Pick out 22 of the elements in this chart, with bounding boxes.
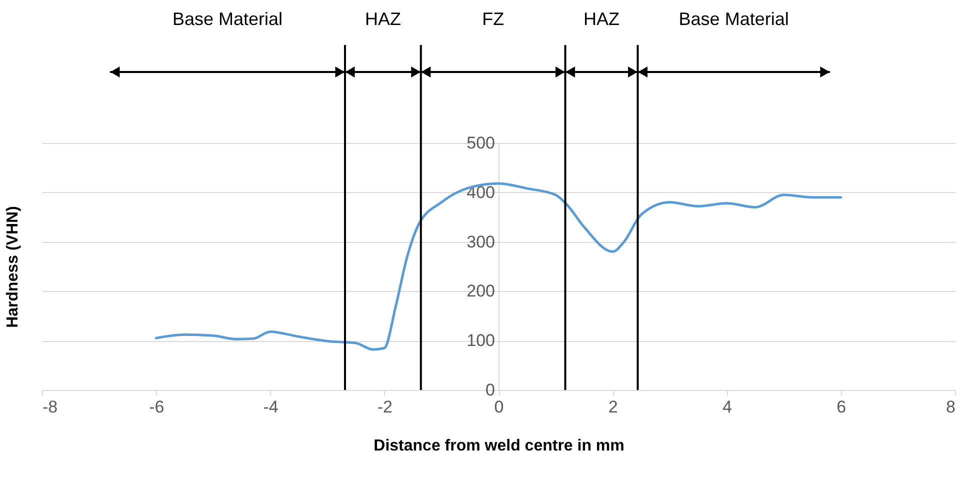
y-tick-label: 400 [466, 182, 495, 202]
x-tick-label: -2 [377, 398, 392, 416]
y-tick-label: 200 [466, 282, 495, 301]
x-tick-label: 4 [722, 398, 732, 416]
text: Base Material [678, 9, 789, 29]
y-tick-label: 300 [466, 232, 495, 252]
x-axis-title: Distance from weld centre in mm [374, 438, 624, 454]
text: HAZ [584, 9, 620, 29]
text: Base Material [172, 9, 283, 29]
x-tick-label: 2 [608, 398, 618, 416]
x-tick-label: 6 [836, 398, 846, 416]
x-tick-label: -6 [149, 398, 164, 416]
y-axis-title: Hardness (VHN) [4, 206, 22, 328]
text: HAZ [364, 9, 401, 29]
y-tick-label: 100 [466, 331, 495, 350]
x-tick-label: -4 [263, 398, 278, 416]
y-tick-label: 500 [466, 134, 495, 152]
x-tick-label: 8 [946, 398, 956, 416]
line-series [154, 182, 842, 351]
text: FZ [482, 9, 504, 29]
x-tick-label: -8 [42, 398, 58, 416]
y-tick-label: 0 [486, 380, 495, 400]
